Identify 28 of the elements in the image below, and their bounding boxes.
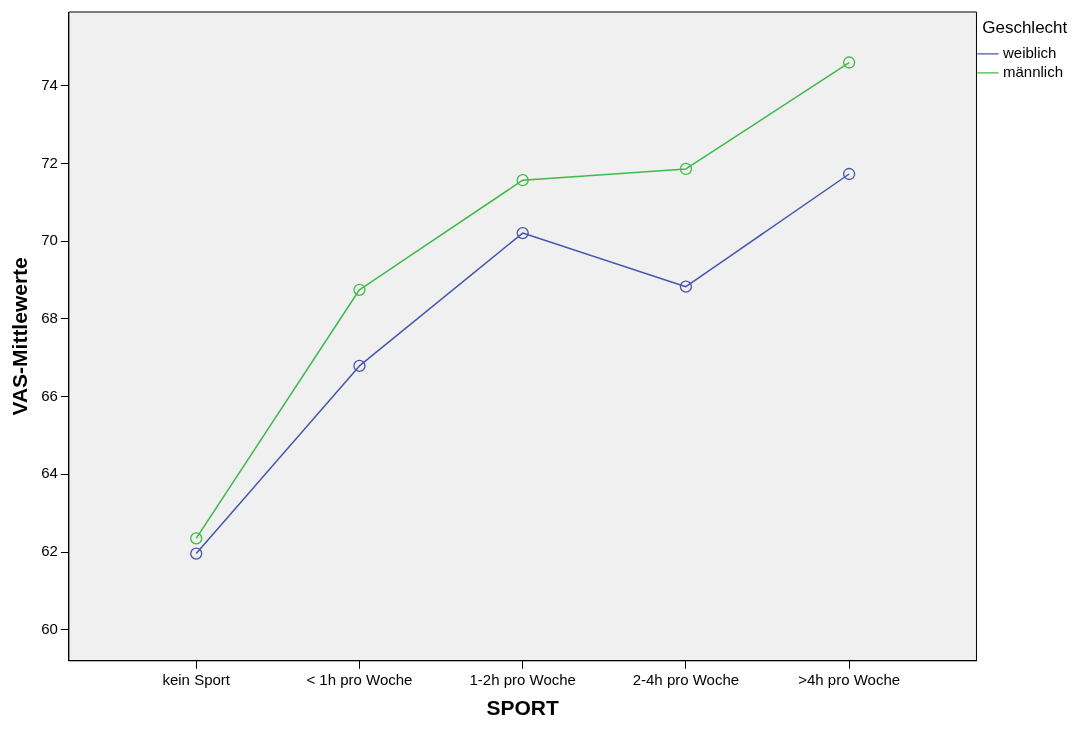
legend-label: männlich [1002, 63, 1063, 81]
y-tick-label: 72 [41, 153, 58, 171]
y-tick-label: 70 [41, 231, 58, 249]
y-tick-label: 64 [41, 464, 58, 482]
x-tick-label: >4h pro Woche [798, 670, 901, 688]
point [190, 547, 203, 560]
y-tick-label: 68 [41, 309, 58, 327]
legend-title: Geschlecht [982, 18, 1068, 38]
point [516, 174, 529, 187]
legend-label: weiblich [1001, 44, 1057, 62]
y-tick-label: 62 [41, 542, 58, 560]
point [679, 280, 693, 293]
x-tick-label: kein Sport [162, 670, 231, 688]
y-tick-label: 74 [41, 75, 58, 93]
point [190, 532, 203, 545]
point [843, 167, 856, 181]
x-axis-title: SPORT [486, 696, 560, 720]
y-tick-label: 60 [41, 619, 58, 637]
x-tick-label: 1-2h pro Woche [469, 670, 576, 688]
x-tick-label: 2-4h pro Woche [632, 670, 740, 688]
x-tick-label: < 1h pro Woche [306, 670, 413, 688]
y-tick-label: 66 [41, 386, 58, 404]
point [353, 283, 366, 296]
point [516, 226, 529, 240]
point [843, 56, 856, 69]
point [353, 359, 366, 373]
point [679, 162, 693, 176]
y-axis-title: VAS-Mittlewerte [8, 257, 32, 416]
